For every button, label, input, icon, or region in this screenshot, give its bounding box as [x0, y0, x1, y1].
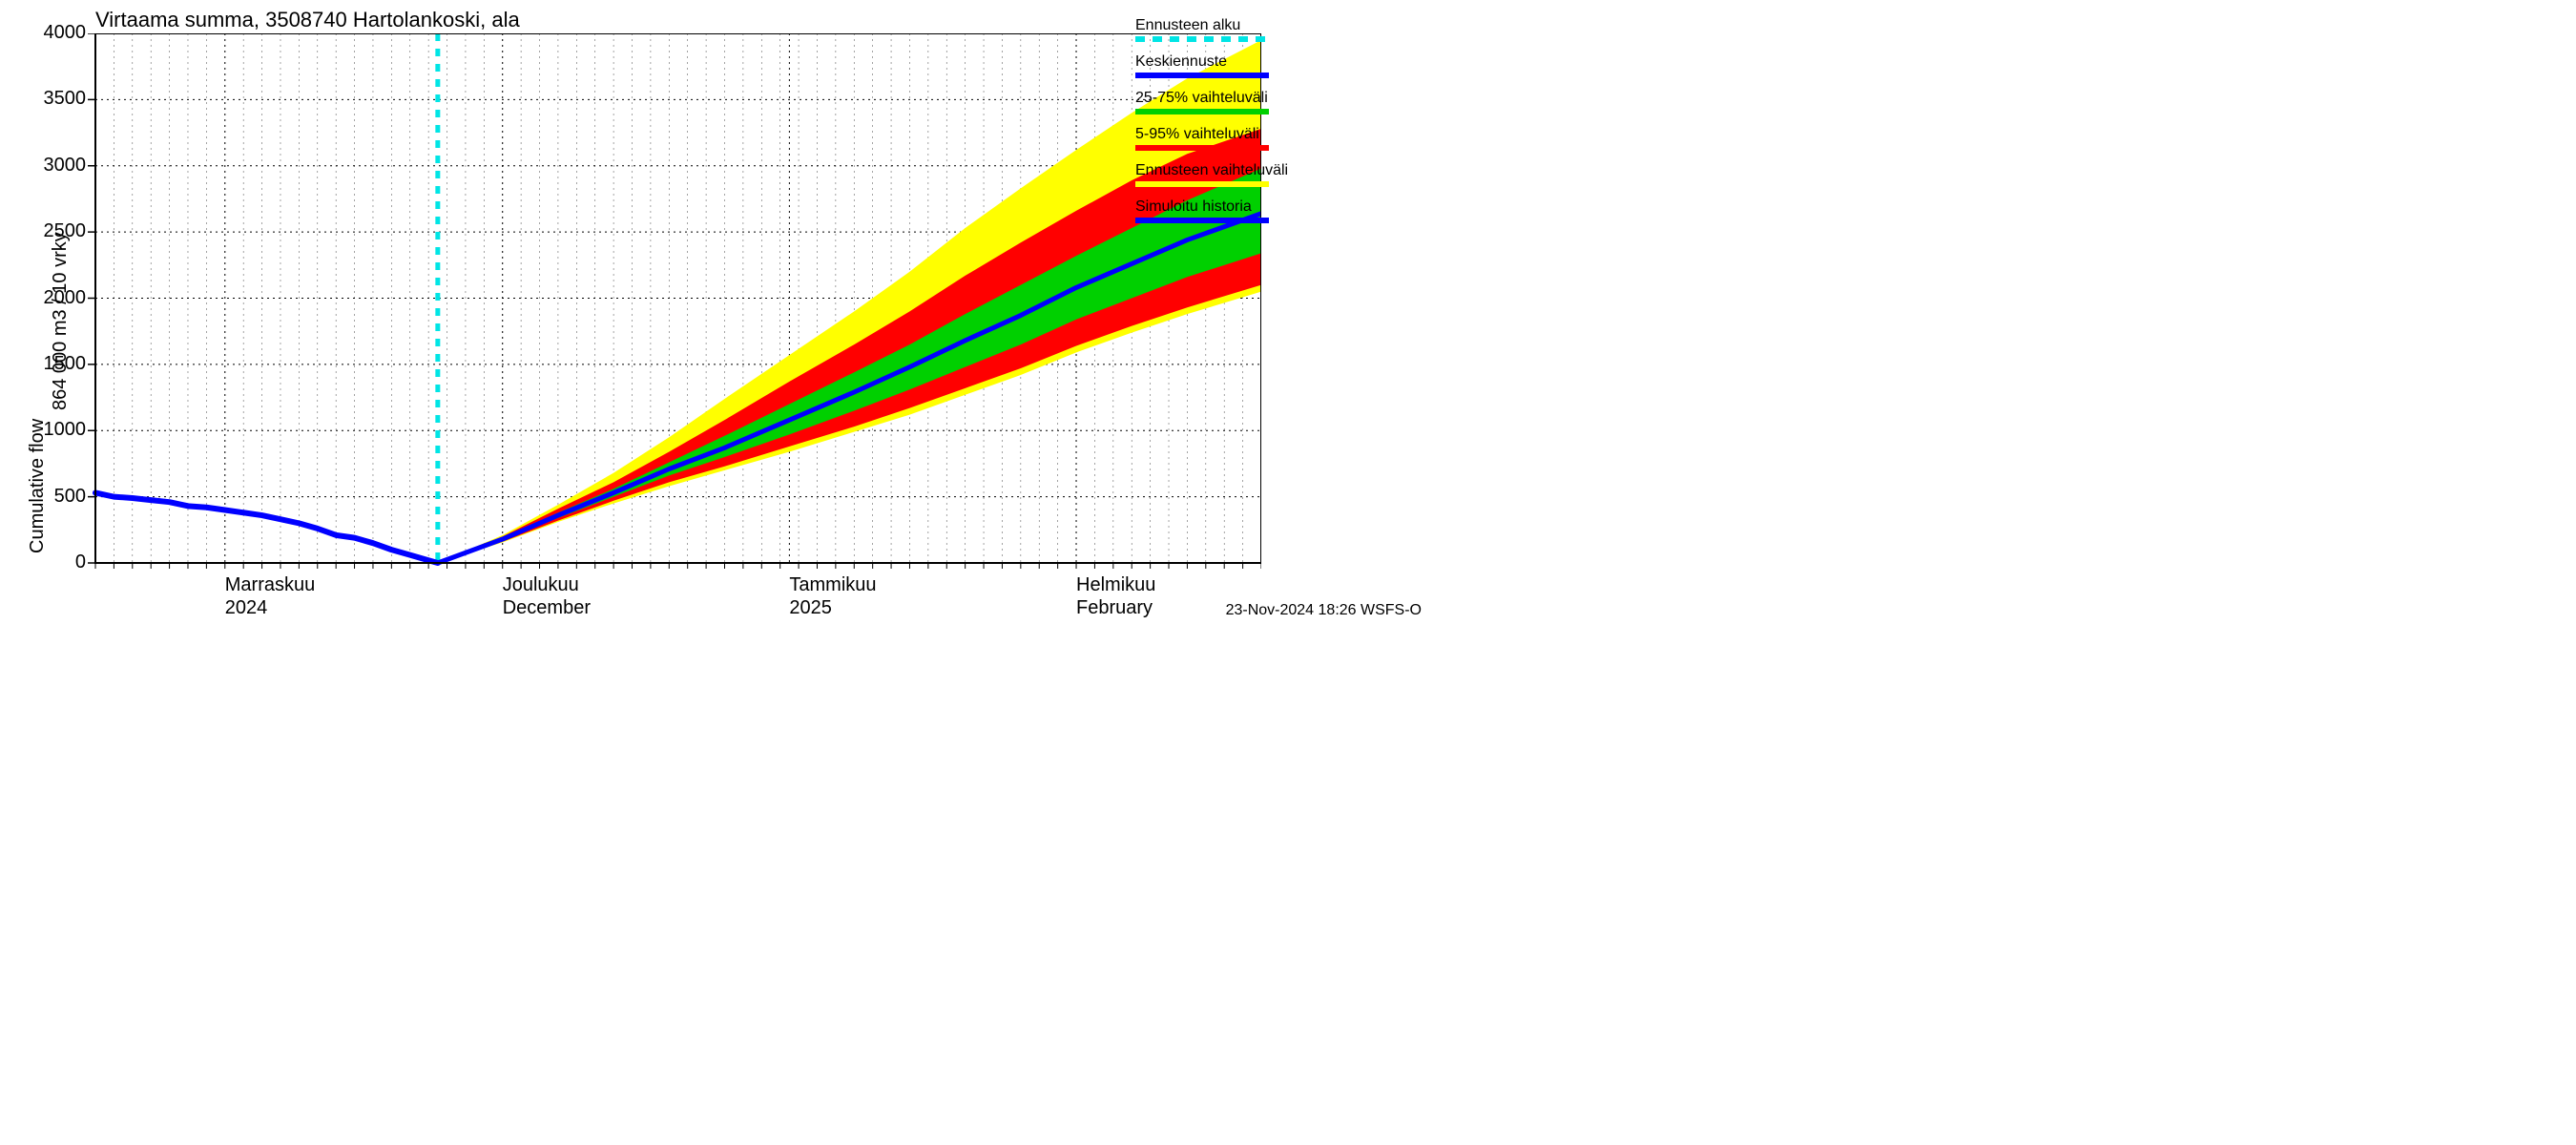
y-tick-label: 1500 [19, 353, 86, 375]
legend-label: 25-75% vaihteluväli [1135, 90, 1268, 107]
legend-swatch [1135, 145, 1269, 151]
legend-label: Ennusteen vaihteluväli [1135, 162, 1288, 179]
x-month-sublabel: 2025 [789, 597, 832, 619]
history-line [95, 492, 438, 563]
chart-container: Virtaama summa, 3508740 Hartolankoski, a… [0, 0, 1431, 636]
legend-swatch [1135, 109, 1269, 114]
plot-area [86, 33, 1261, 572]
legend-swatch [1135, 73, 1269, 78]
x-month-sublabel: 2024 [225, 597, 268, 619]
timestamp-footer: 23-Nov-2024 18:26 WSFS-O [1226, 602, 1422, 619]
x-month-label: Joulukuu [503, 574, 579, 596]
legend-label: Simuloitu historia [1135, 198, 1252, 216]
y-tick-label: 3500 [19, 88, 86, 110]
chart-title: Virtaama summa, 3508740 Hartolankoski, a… [95, 8, 520, 32]
legend-label: 5-95% vaihteluväli [1135, 126, 1259, 143]
legend-label: Ennusteen alku [1135, 17, 1240, 34]
y-tick-label: 1000 [19, 419, 86, 441]
y-tick-label: 0 [19, 552, 86, 573]
y-tick-label: 4000 [19, 22, 86, 44]
y-tick-label: 2500 [19, 220, 86, 242]
x-month-label: Tammikuu [789, 574, 876, 596]
x-month-label: Marraskuu [225, 574, 315, 596]
y-tick-label: 2000 [19, 287, 86, 309]
x-month-label: Helmikuu [1076, 574, 1155, 596]
y-tick-label: 500 [19, 486, 86, 508]
legend-swatch [1135, 218, 1269, 223]
y-tick-label: 3000 [19, 155, 86, 177]
legend-swatch [1135, 36, 1269, 42]
x-month-sublabel: December [503, 597, 591, 619]
x-month-sublabel: February [1076, 597, 1153, 619]
y-axis-label-2: 864 000 m3 / 10 vrky [50, 232, 72, 410]
legend-swatch [1135, 181, 1269, 187]
legend-label: Keskiennuste [1135, 53, 1227, 71]
